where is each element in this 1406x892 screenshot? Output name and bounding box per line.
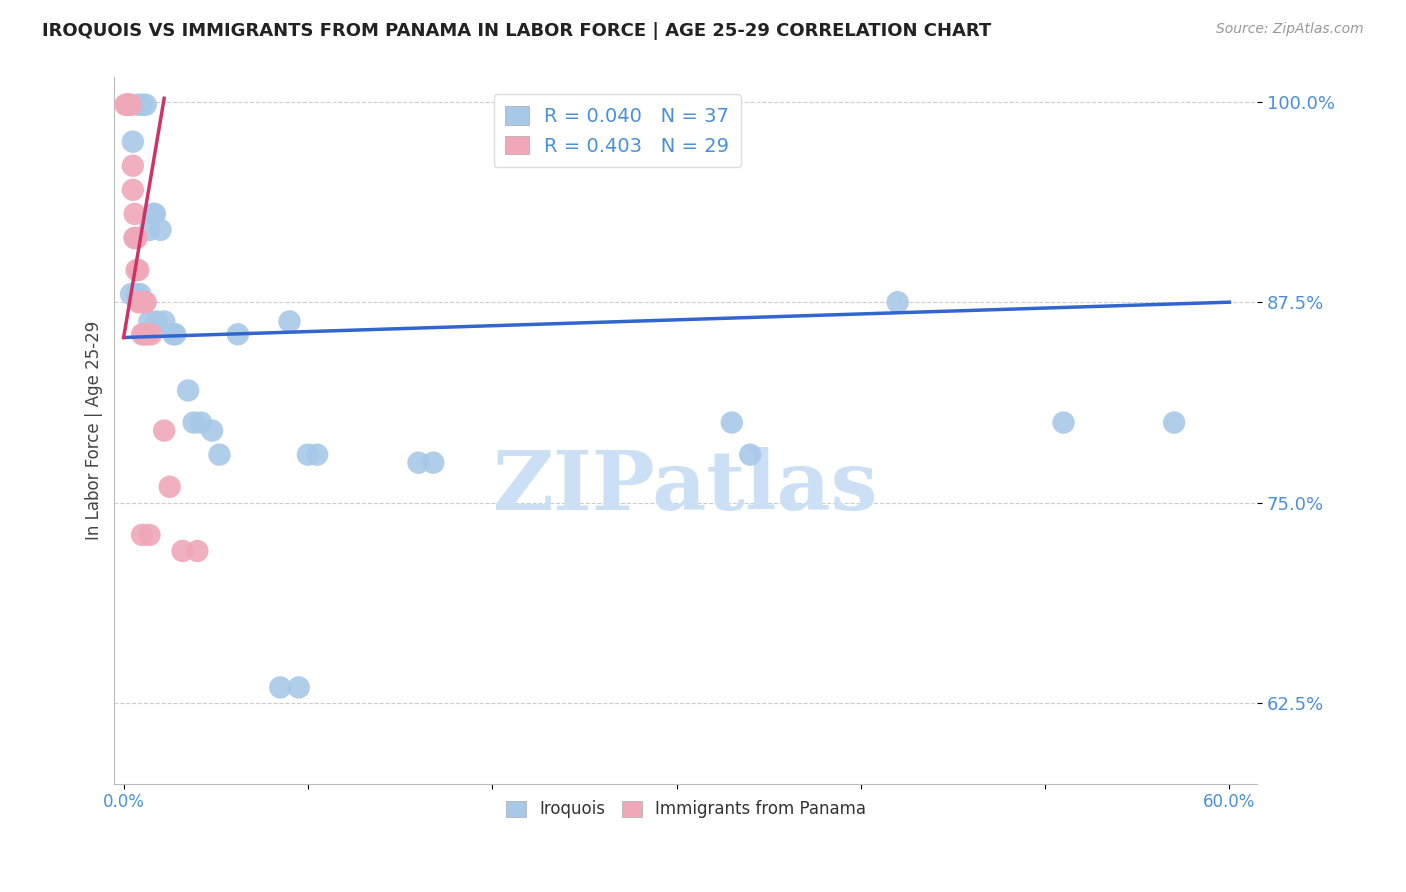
Point	[408, 456, 430, 470]
Point	[720, 416, 742, 430]
Point	[740, 448, 762, 462]
Point	[135, 327, 157, 342]
Point	[120, 287, 142, 301]
Point	[172, 544, 194, 558]
Point	[136, 327, 159, 342]
Y-axis label: In Labor Force | Age 25-29: In Labor Force | Age 25-29	[86, 321, 103, 541]
Point	[1163, 416, 1185, 430]
Point	[131, 295, 153, 310]
Point	[131, 327, 153, 342]
Point	[177, 384, 200, 398]
Point	[226, 327, 249, 342]
Point	[307, 448, 329, 462]
Point	[135, 295, 157, 310]
Point	[131, 528, 153, 542]
Point	[138, 223, 160, 237]
Point	[121, 159, 143, 173]
Point	[129, 287, 152, 301]
Point	[129, 295, 152, 310]
Point	[201, 424, 224, 438]
Point	[135, 97, 157, 112]
Point	[138, 528, 160, 542]
Point	[153, 424, 176, 438]
Point	[127, 263, 149, 277]
Point	[143, 207, 166, 221]
Point	[120, 97, 142, 112]
Point	[149, 223, 172, 237]
Point	[886, 295, 908, 310]
Point	[125, 263, 148, 277]
Point	[118, 97, 141, 112]
Point	[153, 314, 176, 328]
Point	[121, 135, 143, 149]
Text: Source: ZipAtlas.com: Source: ZipAtlas.com	[1216, 22, 1364, 37]
Point	[297, 448, 319, 462]
Point	[132, 327, 155, 342]
Text: ZIPatlas: ZIPatlas	[494, 447, 879, 527]
Point	[190, 416, 212, 430]
Point	[121, 183, 143, 197]
Point	[278, 314, 301, 328]
Point	[186, 544, 208, 558]
Point	[141, 327, 163, 342]
Point	[124, 231, 146, 245]
Point	[117, 97, 139, 112]
Point	[131, 97, 153, 112]
Point	[146, 314, 169, 328]
Point	[142, 207, 165, 221]
Point	[117, 97, 139, 112]
Point	[159, 480, 181, 494]
Point	[422, 456, 444, 470]
Point	[165, 327, 187, 342]
Point	[124, 231, 146, 245]
Point	[132, 295, 155, 310]
Point	[118, 97, 141, 112]
Point	[125, 287, 148, 301]
Point	[138, 314, 160, 328]
Point	[162, 327, 184, 342]
Point	[287, 681, 309, 695]
Text: IROQUOIS VS IMMIGRANTS FROM PANAMA IN LABOR FORCE | AGE 25-29 CORRELATION CHART: IROQUOIS VS IMMIGRANTS FROM PANAMA IN LA…	[42, 22, 991, 40]
Point	[1052, 416, 1074, 430]
Point	[125, 231, 148, 245]
Point	[127, 97, 149, 112]
Point	[269, 681, 291, 695]
Point	[124, 207, 146, 221]
Point	[127, 295, 149, 310]
Point	[208, 448, 231, 462]
Point	[114, 97, 136, 112]
Legend: Iroquois, Immigrants from Panama: Iroquois, Immigrants from Panama	[499, 794, 873, 825]
Point	[183, 416, 205, 430]
Point	[1365, 97, 1388, 112]
